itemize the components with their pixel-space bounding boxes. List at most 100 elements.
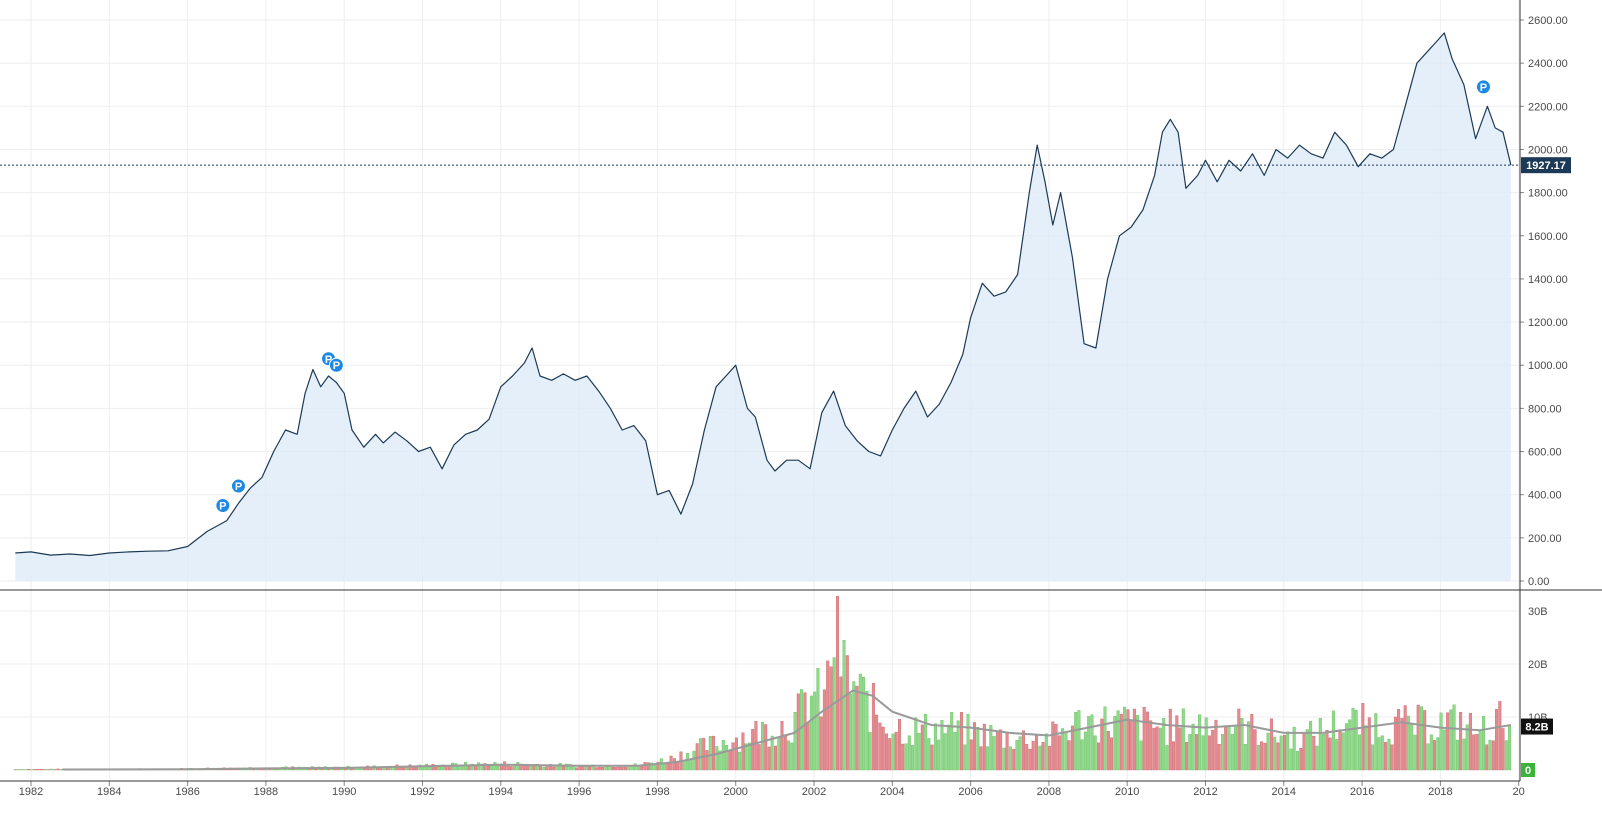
volume-bar: [1048, 745, 1052, 771]
volume-bar: [953, 732, 957, 771]
volume-bar: [803, 692, 807, 771]
event-marker-circle: [328, 357, 344, 373]
x-tick-label: 1988: [254, 786, 278, 798]
volume-bar: [1256, 744, 1260, 771]
volume-bar: [1481, 716, 1485, 771]
volume-tick-label: 20B: [1528, 659, 1548, 671]
volume-bar: [904, 743, 908, 771]
volume-bar: [787, 740, 791, 771]
volume-bar: [1498, 701, 1502, 771]
volume-bar: [1067, 740, 1071, 771]
volume-bar: [1083, 731, 1087, 771]
volume-bar: [1096, 742, 1100, 771]
volume-bar: [839, 676, 843, 771]
volume-bar: [1370, 744, 1374, 771]
volume-bar: [930, 744, 934, 771]
volume-bar: [685, 753, 689, 771]
volume-bar: [1051, 721, 1055, 771]
price-line[interactable]: [15, 32, 1512, 557]
volume-bar: [767, 746, 771, 771]
volume-bar: [1250, 713, 1254, 771]
event-marker[interactable]: P: [215, 497, 231, 513]
volume-bar: [1185, 742, 1189, 771]
volume-bar: [858, 673, 862, 771]
x-tick-label: 1982: [19, 786, 43, 798]
volume-bar: [1103, 706, 1107, 771]
volume-bar: [1123, 706, 1127, 771]
volume-bar: [1012, 748, 1016, 771]
volume-bar: [989, 725, 993, 771]
volume-bar: [708, 736, 712, 771]
volume-bar: [1419, 706, 1423, 771]
current-volume-label-bg: [1521, 718, 1553, 735]
volume-bar: [1328, 737, 1332, 771]
volume-bar: [1384, 742, 1388, 771]
volume-bar: [1087, 716, 1091, 771]
volume-bar: [956, 720, 960, 771]
price-tick-label: 2400.00: [1528, 58, 1568, 70]
volume-bar: [1449, 709, 1453, 771]
volume-bar: [966, 713, 970, 771]
zero-badge-bg: [1521, 763, 1535, 777]
event-marker[interactable]: P: [1475, 79, 1491, 95]
volume-bar: [1406, 715, 1410, 771]
volume-bar: [712, 735, 716, 771]
volume-bar: [503, 761, 507, 771]
volume-bar: [1436, 737, 1440, 771]
volume-bar: [1061, 728, 1065, 771]
volume-bar: [1002, 747, 1006, 771]
volume-bar: [1400, 718, 1404, 771]
volume-bar: [754, 721, 758, 771]
volume-bar: [1387, 738, 1391, 771]
volume-bar: [894, 731, 898, 771]
volume-bar: [1194, 734, 1198, 771]
volume-bar: [597, 766, 601, 771]
volume-panel[interactable]: [13, 596, 1512, 771]
volume-bar: [819, 716, 823, 771]
volume-bar: [770, 735, 774, 771]
volume-bar: [1446, 712, 1450, 771]
volume-bar: [1380, 735, 1384, 771]
event-marker-circle: [1475, 79, 1491, 95]
volume-bar: [1165, 745, 1169, 771]
event-marker[interactable]: P: [230, 478, 246, 494]
volume-bar: [705, 750, 709, 771]
volume-bar: [1129, 719, 1133, 771]
volume-bar: [790, 742, 794, 771]
volume-bar: [689, 759, 693, 771]
volume-bar: [865, 690, 869, 771]
price-tick-label: 1200.00: [1528, 317, 1568, 329]
volume-bar: [601, 767, 605, 771]
volume-bar: [950, 712, 954, 771]
volume-bar: [881, 726, 885, 771]
volume-bar: [1299, 748, 1303, 771]
volume-bar: [783, 734, 787, 771]
volume-bar: [774, 745, 778, 771]
volume-bar: [1459, 712, 1463, 771]
volume-bar: [59, 769, 63, 771]
price-area: [15, 32, 1511, 581]
volume-bar: [653, 764, 657, 771]
volume-bar: [1217, 744, 1221, 771]
volume-bar: [1171, 741, 1175, 771]
volume-bar: [1005, 732, 1009, 771]
volume-bar: [1022, 730, 1026, 771]
volume-bar: [1008, 746, 1012, 771]
volume-bar: [976, 727, 980, 771]
volume-bar: [493, 762, 497, 771]
volume-bar: [937, 739, 941, 771]
volume-bar: [1390, 744, 1394, 771]
volume-bar: [1475, 734, 1479, 771]
price-tick-label: 200.00: [1528, 533, 1562, 545]
volume-bar: [1465, 724, 1469, 771]
volume-bar: [940, 720, 944, 771]
volume-bar: [1286, 731, 1290, 771]
volume-bar: [39, 769, 43, 771]
current-volume-label: 8.2B: [1525, 722, 1548, 734]
volume-bar: [1403, 705, 1407, 771]
volume-bar: [1080, 739, 1084, 771]
volume-bar: [1041, 742, 1045, 771]
event-marker[interactable]: P: [328, 357, 344, 373]
volume-bar: [1263, 742, 1267, 771]
